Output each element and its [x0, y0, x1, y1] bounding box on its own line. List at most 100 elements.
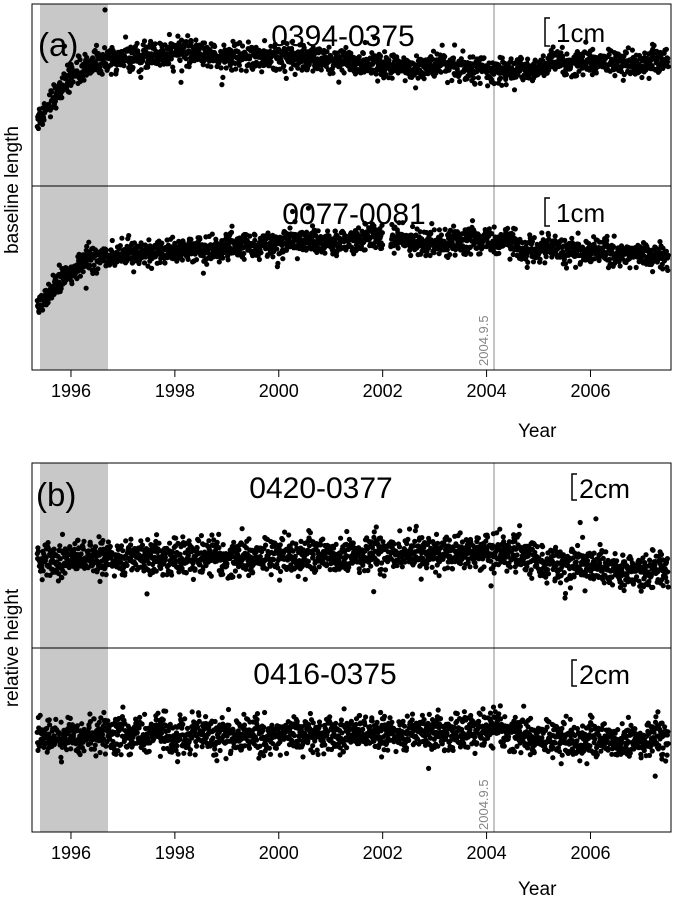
data-point	[436, 227, 442, 233]
data-point	[657, 239, 663, 245]
data-point	[433, 531, 440, 538]
data-point	[604, 233, 610, 239]
data-point	[154, 532, 160, 538]
data-point	[49, 89, 55, 95]
data-point	[59, 95, 65, 101]
x-tick-label: 1996	[51, 381, 91, 401]
data-point	[360, 562, 366, 568]
data-point	[51, 546, 57, 552]
data-point	[341, 70, 347, 76]
data-point	[540, 53, 546, 59]
data-point	[475, 75, 481, 81]
data-point	[192, 566, 198, 572]
data-point	[375, 78, 381, 84]
data-point	[569, 235, 575, 241]
data-point	[639, 74, 645, 81]
data-point	[262, 38, 268, 44]
data-point	[216, 259, 222, 265]
data-point	[53, 105, 59, 111]
data-point	[168, 56, 174, 62]
data-point	[284, 41, 290, 47]
data-point	[442, 54, 448, 60]
data-point	[270, 254, 276, 260]
data-point	[201, 40, 208, 46]
data-point	[216, 545, 222, 551]
data-point	[93, 42, 100, 49]
data-point	[381, 573, 387, 579]
data-point	[274, 246, 280, 252]
data-point	[590, 46, 596, 53]
data-point	[477, 80, 483, 86]
data-point	[220, 255, 226, 261]
data-point	[576, 68, 582, 74]
data-point	[413, 523, 419, 530]
data-point	[239, 526, 245, 532]
data-point	[436, 573, 442, 579]
data-point	[596, 257, 602, 264]
data-point	[40, 568, 46, 574]
data-point	[457, 78, 463, 85]
data-point	[69, 281, 75, 287]
data-point	[430, 48, 437, 54]
data-point	[84, 54, 90, 61]
data-point	[131, 269, 137, 275]
data-point	[97, 578, 103, 585]
data-point	[513, 569, 519, 575]
data-points-0394-0375	[34, 7, 671, 132]
data-point	[282, 68, 288, 74]
data-point	[47, 114, 54, 120]
data-point	[470, 54, 476, 60]
data-point	[126, 233, 132, 239]
data-point	[220, 571, 226, 577]
data-point	[302, 576, 308, 582]
data-point	[445, 79, 451, 86]
data-point	[665, 267, 671, 273]
data-point	[445, 565, 451, 571]
y-axis-label-a: baseline length	[2, 126, 23, 254]
data-point	[280, 537, 286, 543]
data-point	[185, 256, 191, 262]
data-point	[243, 68, 249, 74]
data-point	[220, 74, 226, 80]
data-point	[180, 534, 186, 540]
data-point	[146, 237, 152, 243]
data-point	[391, 541, 397, 547]
scale-label-a1: 1cm	[556, 198, 605, 228]
data-point	[467, 564, 473, 570]
data-point	[580, 72, 586, 78]
data-point	[356, 569, 363, 576]
data-point	[271, 557, 277, 563]
data-point	[183, 39, 189, 45]
data-point	[526, 75, 532, 81]
data-point	[181, 45, 187, 51]
data-point	[166, 31, 172, 38]
data-point	[177, 57, 183, 64]
data-point	[326, 44, 332, 50]
data-point	[344, 528, 350, 535]
panel-label-a: (a)	[38, 26, 78, 63]
data-point	[59, 531, 66, 538]
data-point	[277, 577, 283, 583]
data-point	[629, 47, 636, 53]
data-point	[194, 545, 200, 551]
data-point	[514, 552, 520, 558]
data-point	[103, 247, 109, 253]
data-point	[524, 264, 530, 270]
data-point	[119, 235, 125, 241]
data-point	[229, 223, 235, 229]
data-point	[620, 77, 626, 83]
data-point	[517, 523, 523, 529]
data-point	[525, 56, 531, 62]
scale-label-a0: 1cm	[556, 18, 605, 48]
data-point	[102, 7, 108, 13]
x-tick-label: 2006	[570, 381, 610, 401]
data-point	[665, 55, 671, 61]
data-point	[45, 540, 51, 546]
data-point	[179, 257, 185, 263]
data-points-0420-0377	[34, 516, 671, 601]
data-point	[139, 542, 146, 548]
x-tick-label: 2000	[259, 381, 299, 401]
data-point	[472, 81, 478, 87]
data-point	[377, 53, 384, 59]
data-point	[252, 237, 258, 243]
